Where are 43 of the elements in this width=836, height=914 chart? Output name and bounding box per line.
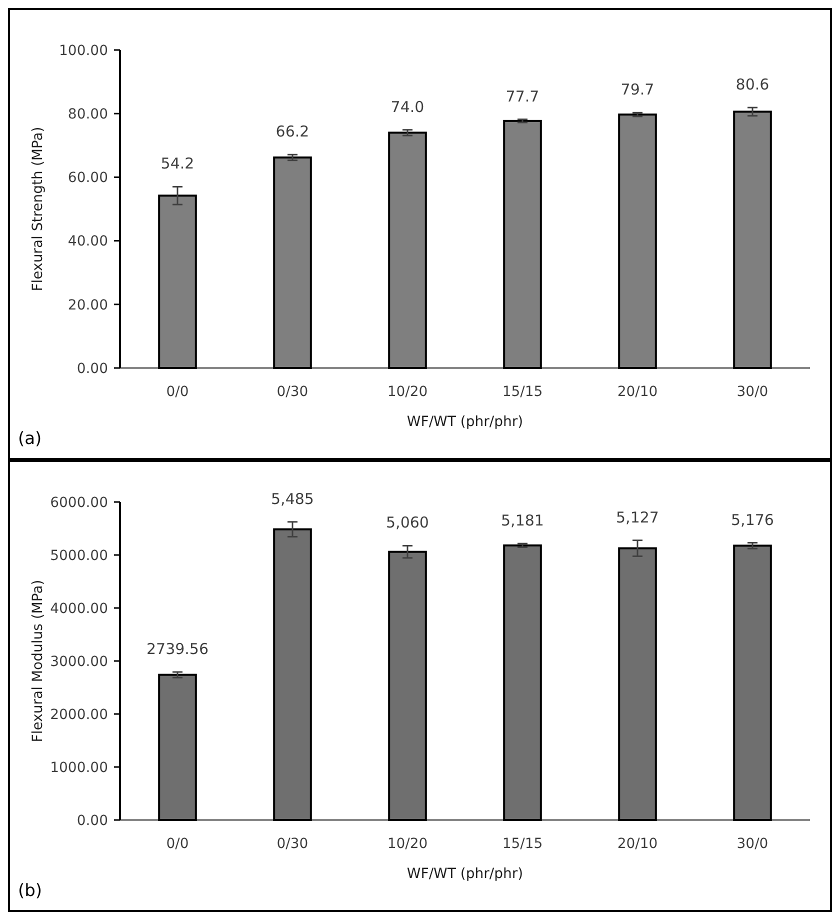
- x-tick-label: 15/15: [502, 384, 543, 400]
- y-axis-title: Flexural Strength (MPa): [30, 126, 46, 292]
- y-tick-label: 20.00: [68, 297, 108, 314]
- x-tick-label: 10/20: [387, 384, 428, 400]
- y-tick-label: 60.00: [68, 170, 108, 186]
- y-tick-label: 6000.00: [50, 494, 108, 511]
- x-tick-label: 20/10: [617, 836, 658, 852]
- y-tick-label: 5000.00: [50, 548, 108, 564]
- data-label: 66.2: [276, 122, 310, 141]
- x-axis-title: WF/WT (phr/phr): [406, 414, 524, 430]
- x-tick-label: 0/0: [166, 384, 189, 400]
- x-tick-label: 20/10: [617, 384, 658, 400]
- y-tick-label: 2000.00: [50, 706, 108, 723]
- x-tick-label: 0/0: [166, 836, 189, 852]
- data-label: 5,127: [616, 508, 659, 526]
- y-tick-label: 4000.00: [50, 600, 108, 617]
- data-label: 2739.56: [146, 640, 209, 658]
- data-label: 79.7: [620, 80, 654, 99]
- x-tick-label: 15/15: [502, 836, 543, 852]
- y-tick-label: 80.00: [68, 106, 108, 122]
- y-tick-label: 3000.00: [50, 654, 108, 670]
- x-tick-label: 0/30: [276, 836, 308, 852]
- data-label: 5,060: [386, 514, 429, 532]
- data-label: 77.7: [506, 87, 540, 106]
- text: (b): [18, 881, 42, 901]
- y-tick-label: 0.00: [76, 360, 108, 377]
- y-axis-title: Flexural Modulus (MPa): [30, 580, 46, 742]
- data-label: 54.2: [160, 154, 194, 173]
- data-label: 5,176: [731, 510, 774, 529]
- y-tick-label: 100.00: [59, 42, 108, 59]
- x-tick-label: 10/20: [387, 836, 428, 852]
- y-tick-label: 0.00: [76, 812, 108, 829]
- text: (a): [18, 429, 42, 449]
- x-tick-label: 30/0: [736, 836, 768, 852]
- data-label: 80.6: [736, 76, 770, 94]
- y-tick-label: 40.00: [68, 234, 108, 250]
- x-tick-label: 30/0: [736, 384, 768, 400]
- data-label: 74.0: [390, 98, 424, 116]
- data-label: 5,181: [501, 512, 544, 530]
- y-tick-label: 1000.00: [50, 760, 108, 776]
- x-axis-title: WF/WT (phr/phr): [406, 866, 524, 882]
- data-label: 5,485: [271, 490, 314, 508]
- x-tick-label: 0/30: [276, 384, 308, 400]
